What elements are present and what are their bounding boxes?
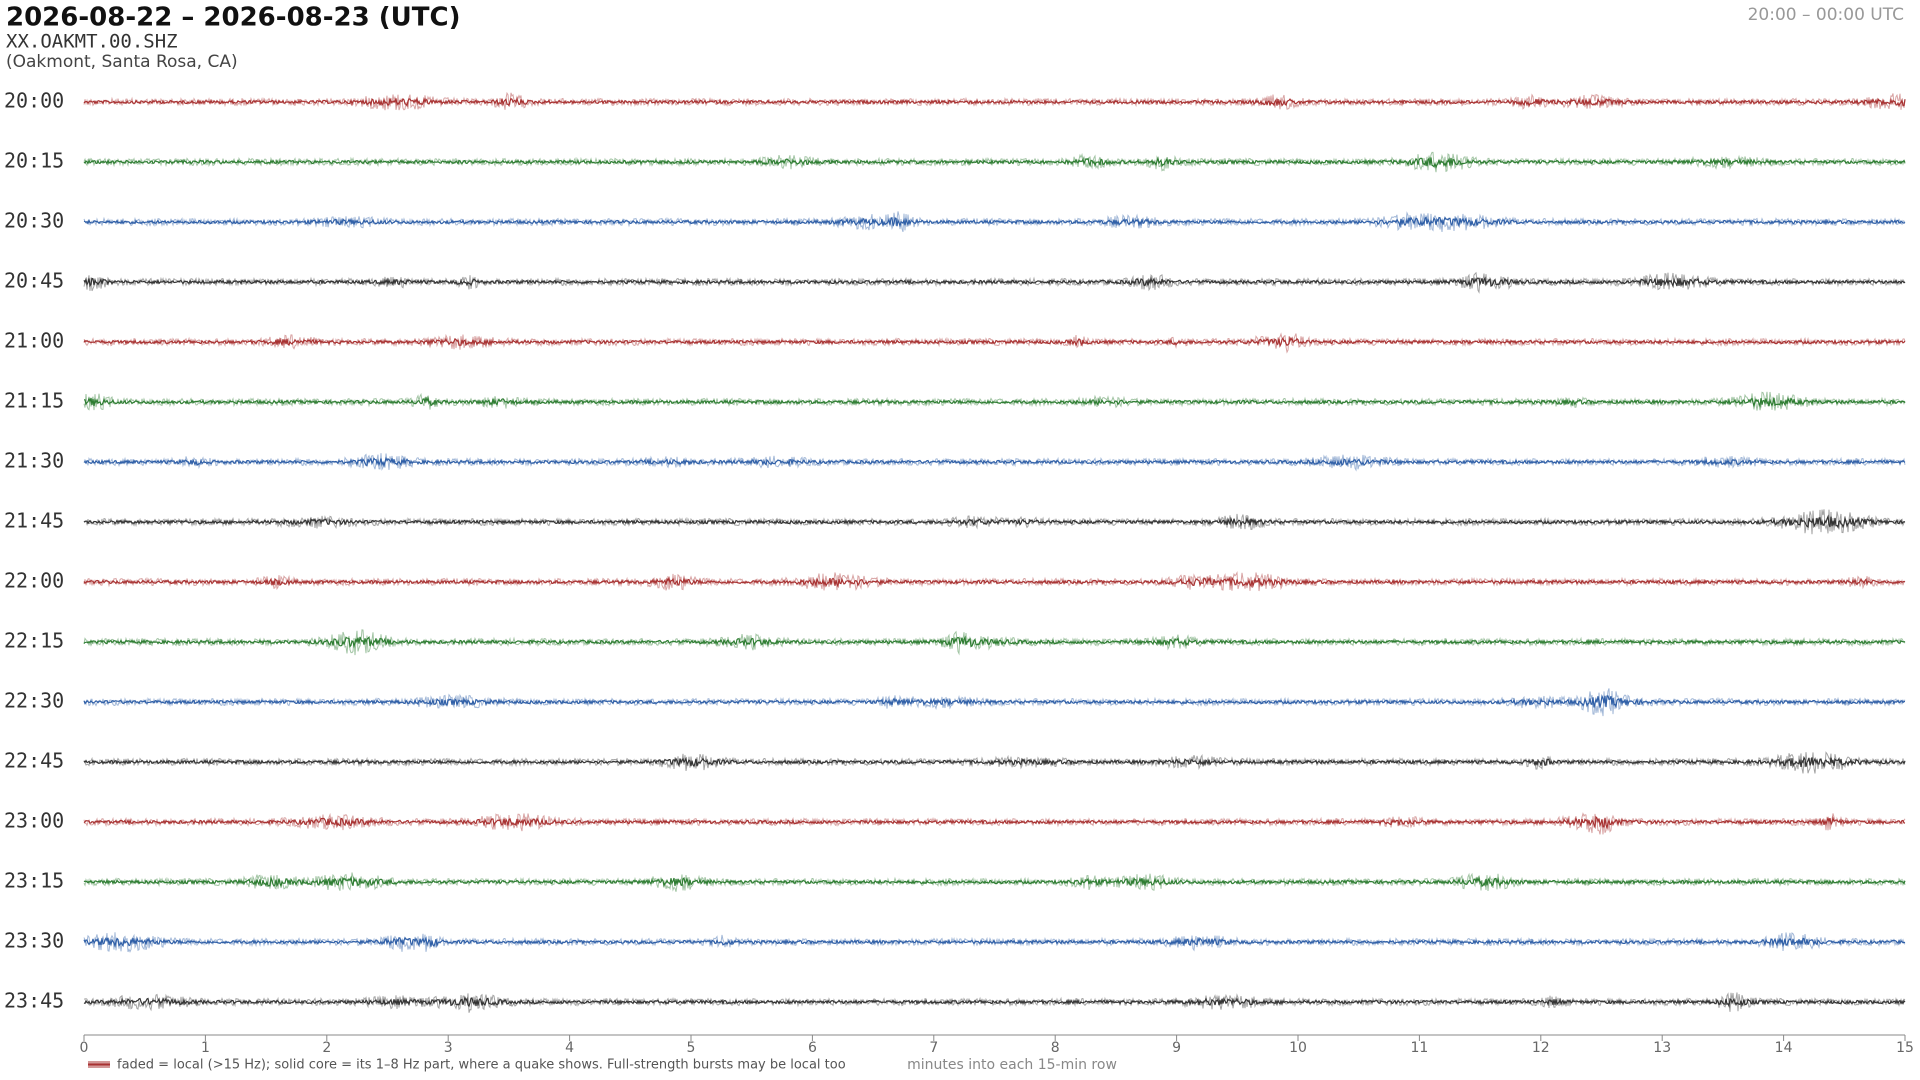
row-label: 21:00 bbox=[4, 329, 64, 353]
row-label: 21:15 bbox=[4, 389, 64, 413]
x-tick-label: 12 bbox=[1532, 1040, 1550, 1056]
x-tick-label: 0 bbox=[80, 1040, 89, 1056]
x-tick-label: 8 bbox=[1051, 1040, 1060, 1056]
trace-local bbox=[83, 688, 1906, 717]
chart-title: 2026-08-22 – 2026-08-23 (UTC) bbox=[6, 3, 460, 33]
row-label: 22:45 bbox=[4, 749, 64, 773]
x-tick-label: 11 bbox=[1410, 1040, 1428, 1056]
row-label: 20:00 bbox=[4, 89, 64, 113]
x-tick-label: 13 bbox=[1653, 1040, 1671, 1056]
trace-core bbox=[83, 216, 1906, 229]
legend-text: faded = local (>15 Hz); solid core = its… bbox=[117, 1058, 846, 1073]
x-tick-label: 1 bbox=[201, 1040, 210, 1056]
x-tick-label: 6 bbox=[808, 1040, 817, 1056]
x-tick-label: 7 bbox=[929, 1040, 938, 1056]
location: (Oakmont, Santa Rosa, CA) bbox=[6, 52, 238, 72]
trace-core bbox=[83, 755, 1906, 769]
trace-core bbox=[83, 694, 1906, 709]
trace-core bbox=[83, 935, 1906, 948]
trace-core bbox=[83, 815, 1906, 830]
trace-core bbox=[83, 336, 1906, 348]
trace-core bbox=[84, 396, 1906, 409]
x-tick-label: 10 bbox=[1289, 1040, 1307, 1056]
x-tick-label: 4 bbox=[565, 1040, 574, 1056]
trace-core bbox=[83, 276, 1906, 289]
x-axis-label: minutes into each 15-min row bbox=[907, 1057, 1117, 1073]
trace-core bbox=[83, 996, 1906, 1008]
x-tick-label: 5 bbox=[687, 1040, 696, 1056]
x-tick-label: 15 bbox=[1896, 1040, 1914, 1056]
x-tick-label: 14 bbox=[1775, 1040, 1793, 1056]
x-tick-label: 2 bbox=[322, 1040, 331, 1056]
row-label: 20:45 bbox=[4, 269, 64, 293]
trace-core bbox=[83, 635, 1906, 649]
trace-core bbox=[83, 456, 1906, 468]
row-label: 20:15 bbox=[4, 149, 64, 173]
trace-core bbox=[83, 514, 1906, 529]
trace-local bbox=[83, 509, 1906, 535]
row-label: 21:30 bbox=[4, 449, 64, 473]
row-label: 21:45 bbox=[4, 509, 64, 533]
trace-core bbox=[83, 96, 1906, 108]
trace-core bbox=[83, 156, 1906, 169]
row-label: 20:30 bbox=[4, 209, 64, 233]
row-label: 22:15 bbox=[4, 629, 64, 653]
row-label: 23:30 bbox=[4, 929, 64, 953]
row-label: 23:45 bbox=[4, 989, 64, 1013]
trace-core bbox=[83, 575, 1906, 589]
row-label: 22:30 bbox=[4, 689, 64, 713]
trace-local bbox=[83, 91, 1906, 111]
trace-local bbox=[83, 812, 1906, 835]
x-tick-label: 9 bbox=[1172, 1040, 1181, 1056]
station-code: XX.OAKMT.00.SHZ bbox=[6, 31, 178, 53]
row-label: 23:15 bbox=[4, 869, 64, 893]
trace-core bbox=[83, 875, 1906, 888]
row-label: 23:00 bbox=[4, 809, 64, 833]
row-label: 22:00 bbox=[4, 569, 64, 593]
x-tick-label: 3 bbox=[444, 1040, 453, 1056]
time-range: 20:00 – 00:00 UTC bbox=[1748, 5, 1904, 25]
